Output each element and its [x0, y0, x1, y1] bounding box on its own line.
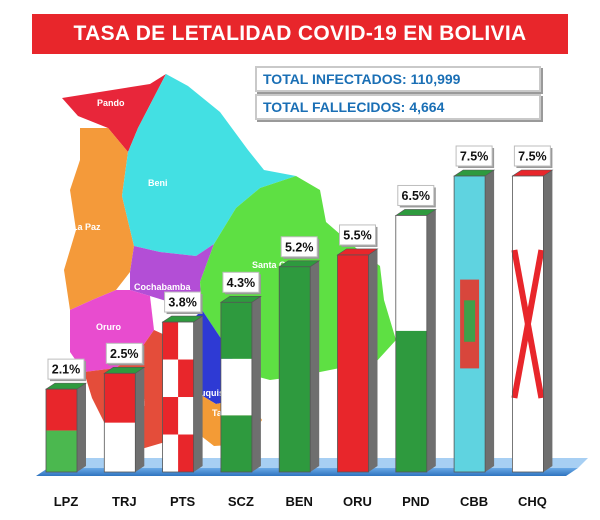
- bar-cross: [511, 249, 545, 399]
- bar-side: [251, 296, 261, 472]
- bar-ben: [278, 260, 321, 473]
- bar-oru: [336, 248, 379, 473]
- bar-segment: [162, 322, 179, 360]
- bar-segment: [178, 359, 194, 398]
- value-label: 2.5%: [110, 347, 139, 361]
- map-label-la-paz: La Paz: [72, 222, 101, 232]
- bar-segment: [46, 389, 77, 431]
- bar-side: [193, 316, 203, 472]
- map-label-pando: Pando: [97, 98, 125, 108]
- bolivia-map: Pando Beni La Paz Cochabamba Oruro Santa…: [62, 74, 396, 450]
- bar-outline: [103, 372, 136, 473]
- value-label-box: [397, 184, 435, 206]
- total-infected-label: TOTAL INFECTADOS:: [263, 71, 407, 87]
- category-label: LPZ: [54, 494, 79, 509]
- bar-segment: [395, 330, 427, 472]
- value-label-box: [280, 236, 318, 258]
- bars-group: 2.1% LPZ 2.5% TRJ 3.8% PTS 4.3% SCZ 5.2% BEN 5.5% O…: [45, 145, 554, 509]
- value-label: 6.5%: [402, 189, 431, 203]
- bar-outline: [337, 254, 369, 473]
- bar-outline: [453, 175, 486, 473]
- category-label: PTS: [170, 494, 196, 509]
- value-label: 3.8%: [168, 296, 197, 310]
- bar-segment: [337, 254, 369, 472]
- value-label-box: [164, 291, 202, 313]
- value-label: 2.1%: [52, 363, 81, 377]
- value-label: 5.5%: [343, 228, 372, 242]
- bar-segment: [220, 415, 252, 472]
- category-label: SCZ: [228, 494, 254, 509]
- bar-chq: [511, 169, 554, 473]
- bar-segment: [104, 422, 136, 472]
- map-label-chuquisaca: uquis: [200, 388, 224, 398]
- category-label: ORU: [343, 494, 372, 509]
- bar-side: [426, 209, 436, 472]
- bar-segment: [220, 302, 252, 359]
- value-label-box: [105, 342, 143, 364]
- category-label: BEN: [285, 494, 312, 509]
- bar-emblem: [464, 300, 476, 342]
- bar-segment: [279, 266, 311, 472]
- bar-outline: [395, 215, 428, 473]
- map-region-la-paz: [64, 128, 134, 310]
- bar-outline: [278, 266, 311, 473]
- total-deaths-box: TOTAL FALLECIDOS: 4,664: [255, 94, 541, 120]
- bar-segment: [178, 434, 194, 472]
- bar-trj: [103, 367, 146, 473]
- total-deaths-value: 4,664: [409, 99, 445, 115]
- value-label-box: [47, 358, 85, 380]
- bar-side: [135, 367, 145, 472]
- total-infected-box: TOTAL INFECTADOS: 110,999: [255, 66, 541, 92]
- category-label: PND: [402, 494, 429, 509]
- map-region-pando: [62, 74, 166, 152]
- bar-segment: [395, 215, 427, 331]
- bar-outline: [45, 388, 78, 473]
- map-label-santa-cruz: Santa Cr: [252, 260, 290, 270]
- value-label: 5.2%: [285, 240, 314, 254]
- value-label: 4.3%: [227, 276, 256, 290]
- bar-outline: [162, 321, 195, 473]
- bar-pnd: [394, 209, 437, 473]
- total-deaths-label: TOTAL FALLECIDOS:: [263, 99, 406, 115]
- bar-outline: [512, 175, 544, 473]
- value-label-box: [455, 145, 493, 167]
- bar-scz: [219, 295, 262, 473]
- total-infected-value: 110,999: [410, 71, 461, 87]
- value-label-box: [513, 145, 551, 167]
- value-label: 7.5%: [518, 150, 547, 164]
- bar-side: [368, 248, 378, 472]
- bar-side: [543, 170, 553, 472]
- bar-outline: [220, 301, 253, 473]
- bar-segment: [220, 358, 252, 416]
- bar-side: [485, 170, 495, 472]
- category-label: CHQ: [518, 494, 547, 509]
- chart-title: TASA DE LETALIDAD COVID-19 EN BOLIVIA: [32, 14, 568, 54]
- map-label-beni: Beni: [148, 178, 168, 188]
- bar-side: [77, 383, 86, 472]
- map-region-beni: [122, 74, 296, 256]
- value-label-box: [339, 224, 376, 246]
- category-label: CBB: [460, 494, 488, 509]
- value-label-box: [222, 271, 260, 293]
- value-label: 7.5%: [460, 150, 489, 164]
- bar-segment: [162, 397, 179, 435]
- map-label-cochabamba: Cochabamba: [134, 282, 192, 292]
- bar-lpz: [45, 382, 87, 473]
- category-label: TRJ: [112, 494, 137, 509]
- map-label-oruro: Oruro: [96, 322, 122, 332]
- map-label-tarija: Ta: [212, 408, 223, 418]
- bar-side: [310, 260, 320, 472]
- bar-segment: [104, 373, 136, 423]
- bar-pts: [161, 315, 204, 473]
- bar-segment: [46, 430, 77, 472]
- bar-cbb: [453, 169, 496, 473]
